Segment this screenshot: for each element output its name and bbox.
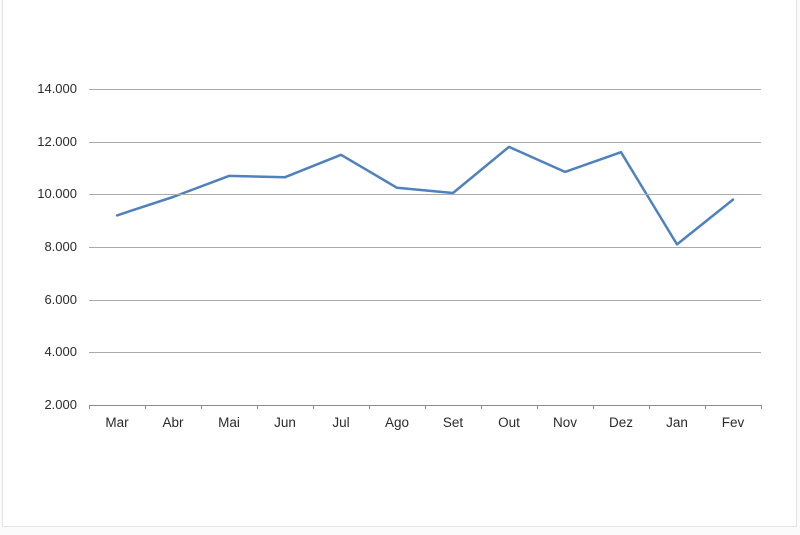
y-axis-tick-label: 12.000 xyxy=(37,134,77,149)
x-axis-tick xyxy=(761,405,762,409)
gridline xyxy=(89,352,761,353)
y-axis-tick-label: 2.000 xyxy=(44,397,77,412)
x-axis-tick-label: Dez xyxy=(608,415,633,430)
x-axis-tick-label: Mai xyxy=(218,415,240,430)
gridline xyxy=(89,89,761,90)
x-axis-tick xyxy=(257,405,258,409)
x-axis-tick xyxy=(593,405,594,409)
x-axis-tick xyxy=(89,405,90,409)
x-axis-tick xyxy=(201,405,202,409)
x-axis-tick-label: Fev xyxy=(721,415,745,430)
x-axis-tick xyxy=(537,405,538,409)
x-axis-tick xyxy=(369,405,370,409)
x-axis-tick-label: Abr xyxy=(162,415,184,430)
gridline xyxy=(89,300,761,301)
x-axis-tick-label: Out xyxy=(498,415,520,430)
y-axis-tick-label: 4.000 xyxy=(44,344,77,359)
x-axis-tick-label: Nov xyxy=(552,415,577,430)
x-axis-tick-label: Jan xyxy=(666,415,688,430)
line-chart: 2.000 4.000 6.000 8.000 10.000 12.000 14.000 Ma… xyxy=(3,0,796,526)
series-line xyxy=(115,145,735,246)
x-axis-tick-label: Jun xyxy=(274,415,296,430)
x-axis-tick xyxy=(481,405,482,409)
x-axis-tick-label: Jul xyxy=(332,415,350,430)
x-axis-tick xyxy=(649,405,650,409)
gridline xyxy=(89,194,761,195)
y-axis-tick-label: 14.000 xyxy=(37,81,77,96)
x-axis-tick-label: Ago xyxy=(384,415,410,430)
x-axis-tick xyxy=(705,405,706,409)
x-axis-tick xyxy=(425,405,426,409)
gridline xyxy=(89,142,761,143)
x-axis-tick xyxy=(145,405,146,409)
y-axis-tick-label: 6.000 xyxy=(44,292,77,307)
x-axis-tick-label: Set xyxy=(442,415,464,430)
y-axis-tick-label: 10.000 xyxy=(37,186,77,201)
gridline xyxy=(89,247,761,248)
x-axis-tick-label: Mar xyxy=(105,415,129,430)
plot-area xyxy=(115,145,735,246)
x-axis-tick xyxy=(313,405,314,409)
page-background: 2.000 4.000 6.000 8.000 10.000 12.000 14.000 Ma… xyxy=(2,0,797,527)
y-axis-tick-label: 8.000 xyxy=(44,239,77,254)
